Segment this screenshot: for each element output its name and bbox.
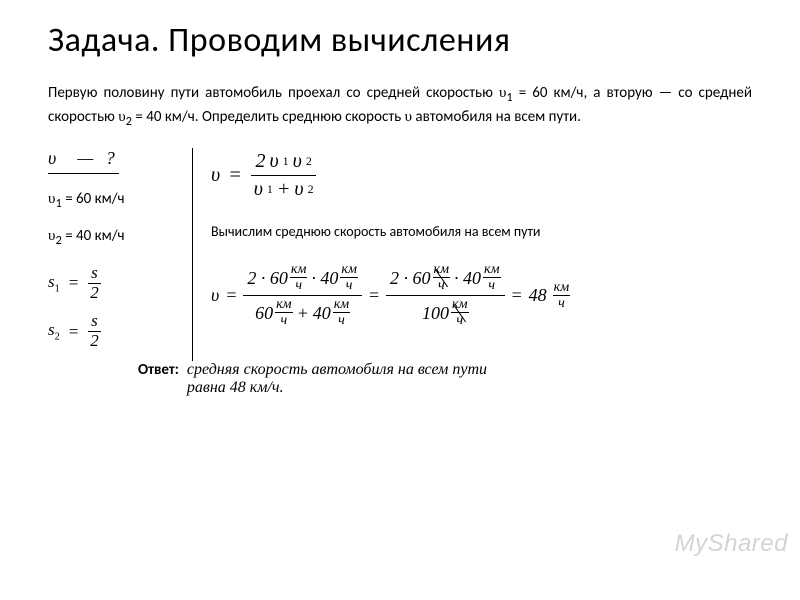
answer-row: Ответ: средняя скорость автомобиля на вс… [138,361,752,397]
solution-layout: υ — ? υ1 = 60 км/ч υ2 = 40 км/ч s1 = s 2… [48,148,752,361]
given-v2: υ2 = 40 км/ч [48,227,178,248]
solution-column: υ = 2υ1υ2 υ1 + υ2 Вычислим среднюю скоро… [193,148,752,361]
given-s2: s2 = s 2 [48,312,178,350]
find-row: υ — ? [48,148,119,174]
find-label: — ? [77,148,119,168]
answer-text: средняя скорость автомобиля на всем пути… [187,361,487,397]
watermark: MyShared [675,530,788,558]
given-v1: υ1 = 60 км/ч [48,190,178,211]
note-overlap: Вычислим среднюю скорость автомобиля на … [211,223,752,243]
find-symbol: υ [48,148,60,168]
page-title: Задача. Проводим вычисления [48,20,752,61]
main-formula: υ = 2υ1υ2 υ1 + υ2 [211,148,752,203]
answer-label: Ответ: [138,361,179,379]
problem-statement: Первую половину пути автомобиль проехал … [48,83,752,130]
given-s1: s1 = s 2 [48,264,178,302]
calculation: υ = 2 · 60 кмч · 40 кмч 60 кмч [211,261,752,330]
given-column: υ — ? υ1 = 60 км/ч υ2 = 40 км/ч s1 = s 2… [48,148,193,361]
